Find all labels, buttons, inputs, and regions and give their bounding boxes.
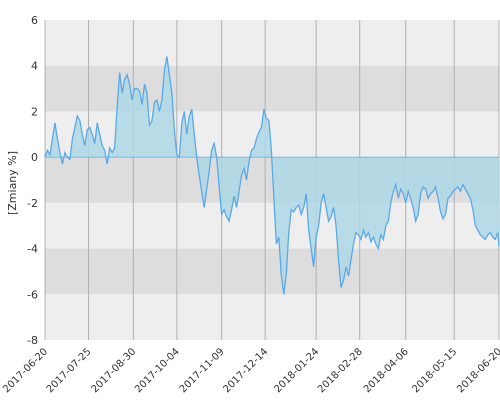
- x-tick-label: 2017-12-14: [221, 346, 270, 395]
- y-tick-label: -8: [27, 334, 38, 347]
- y-tick-label: 0: [31, 151, 38, 164]
- band--4-to--6: [45, 248, 499, 295]
- y-tick-label: 2: [31, 105, 38, 118]
- x-tick-label: 2017-08-30: [90, 346, 139, 395]
- band-6-to-4: [45, 20, 499, 66]
- band--2-to--4: [45, 202, 499, 249]
- series-line: [44, 56, 500, 295]
- band--6-to--8: [45, 294, 499, 340]
- y-tick-label: -4: [27, 243, 38, 256]
- y-tick-label: 4: [31, 60, 38, 73]
- x-tick-label: 2017-06-20: [1, 346, 50, 395]
- x-tick-label: 2018-06-20: [455, 346, 500, 395]
- y-tick-label: 6: [31, 14, 38, 27]
- x-tick-label: 2018-05-15: [410, 346, 459, 395]
- x-tick-label: 2017-07-25: [45, 346, 94, 395]
- x-axis-ticks: 2017-06-202017-07-252017-08-302017-10-04…: [1, 346, 500, 395]
- y-axis-label: [Zmiany %]: [6, 151, 19, 215]
- series-area-fill: [45, 56, 499, 295]
- x-tick-label: 2018-01-24: [272, 346, 321, 395]
- x-tick-label: 2017-10-04: [133, 346, 182, 395]
- x-tick-label: 2018-04-06: [362, 346, 411, 395]
- x-tick-label: 2017-11-09: [178, 346, 227, 395]
- band-4-to-2: [45, 65, 499, 112]
- x-tick-label: 2018-02-28: [316, 346, 365, 395]
- y-tick-label: -2: [27, 197, 38, 210]
- y-axis-ticks: 6 4 2 0 -2 -4 -6 -8: [27, 14, 38, 347]
- y-tick-label: -6: [27, 288, 38, 301]
